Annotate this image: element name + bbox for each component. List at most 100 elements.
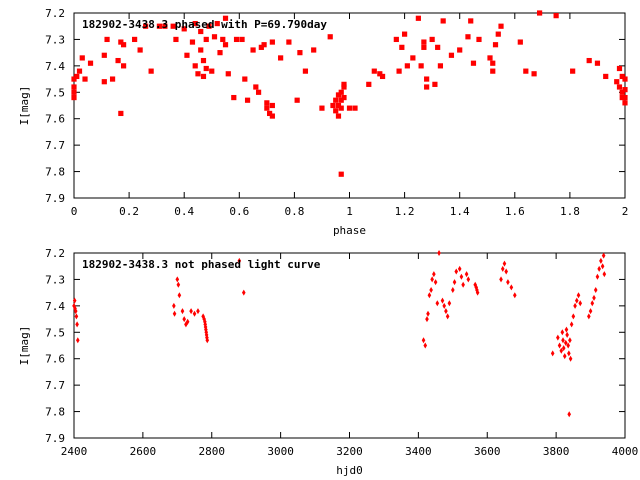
hjd-data-point	[192, 310, 197, 317]
phased-data-point	[622, 94, 628, 101]
hjd-data-point	[176, 281, 181, 288]
hjd-data-point	[588, 308, 593, 315]
hjd-data-point	[571, 313, 576, 320]
hjd-x-tick-label: 3800	[543, 445, 570, 458]
phased-data-point	[203, 36, 209, 43]
phased-x-tick-label: 1.8	[560, 205, 580, 218]
hjd-data-point	[592, 294, 596, 301]
phased-data-point	[118, 110, 124, 117]
phased-data-point	[418, 63, 424, 69]
hjd-y-axis-label: I[mag]	[18, 326, 31, 366]
phased-data-point	[120, 42, 127, 48]
phased-y-tick-label: 7.7	[45, 139, 65, 152]
hjd-data-point	[440, 297, 445, 304]
phased-data-point	[622, 100, 628, 106]
phased-x-tick-label: 1.2	[395, 205, 415, 218]
hjd-data-point	[182, 316, 186, 323]
phased-data-point	[616, 65, 623, 72]
hjd-data-point	[189, 308, 193, 315]
hjd-x-axis-label: hjd0	[336, 464, 363, 477]
hjd-data-point	[203, 318, 207, 325]
phased-data-point	[239, 36, 245, 43]
phased-x-tick-label: 0.4	[174, 205, 194, 218]
phased-data-point	[335, 92, 342, 98]
phased-data-point	[338, 171, 344, 177]
phased-data-point	[71, 76, 77, 82]
phased-data-point	[619, 94, 625, 101]
phased-data-point	[267, 110, 273, 117]
phased-data-point	[132, 36, 138, 43]
hjd-data-point	[576, 292, 581, 299]
hjd-y-tick-label: 7.5	[45, 326, 65, 339]
phased-data-point	[233, 36, 240, 43]
phased-x-tick-label: 1.6	[505, 205, 525, 218]
hjd-data-point	[432, 271, 436, 278]
hjd-data-point	[444, 308, 448, 315]
hjd-x-tick-label: 3000	[267, 445, 294, 458]
phased-y-tick-label: 7.6	[45, 113, 65, 126]
phased-y-tick-label: 7.2	[45, 7, 65, 20]
hjd-data-point	[75, 337, 80, 344]
phased-x-tick-label: 0.2	[119, 205, 139, 218]
hjd-y-tick-label: 7.9	[45, 432, 65, 445]
hjd-data-point	[433, 279, 438, 286]
phased-data-point	[346, 105, 353, 111]
phased-data-point	[352, 105, 358, 111]
phased-data-point	[286, 39, 292, 45]
hjd-data-point	[73, 308, 78, 315]
phased-data-point	[338, 105, 344, 111]
phased-data-point	[429, 36, 435, 43]
phased-data-point	[333, 108, 339, 114]
phased-data-point	[371, 68, 377, 74]
hjd-data-point	[550, 350, 555, 357]
hjd-data-point	[425, 316, 429, 323]
phased-data-point	[476, 36, 482, 43]
phased-data-point	[531, 71, 537, 77]
phased-data-point	[220, 36, 226, 43]
phased-data-point	[195, 71, 201, 77]
phased-data-point	[327, 34, 333, 40]
hjd-data-point	[475, 289, 480, 296]
hjd-data-point	[499, 276, 503, 283]
phased-data-point	[184, 52, 190, 58]
phased-data-point	[396, 68, 402, 74]
phased-data-point	[470, 60, 477, 66]
hjd-data-point	[180, 308, 185, 315]
phased-data-point	[261, 42, 267, 48]
phased-data-point	[553, 13, 559, 19]
phased-data-point	[82, 76, 88, 82]
phased-y-tick-label: 7.4	[45, 60, 65, 73]
phased-data-point	[302, 68, 309, 74]
phased-data-point	[118, 39, 124, 45]
phased-data-point	[269, 113, 275, 119]
phased-data-point	[137, 47, 143, 53]
phased-data-point	[242, 76, 248, 82]
phased-data-point	[333, 97, 339, 103]
unphased-light-curve-panel: 2400 2600 2800 3000 3200 3400 3600 3800 4000 7.2 7…	[18, 247, 638, 477]
hjd-data-point	[442, 302, 447, 309]
phased-data-point	[330, 102, 336, 109]
phased-data-point	[109, 76, 116, 82]
hjd-data-point	[175, 276, 180, 283]
phased-data-point	[379, 73, 386, 80]
phased-data-point	[402, 31, 408, 37]
phased-data-point	[206, 23, 212, 29]
hjd-data-point	[457, 265, 462, 272]
phased-data-point	[71, 84, 77, 90]
hjd-data-point	[590, 300, 595, 307]
hjd-data-point	[203, 324, 208, 330]
phased-data-point	[377, 71, 383, 77]
phased-data-point	[424, 76, 430, 82]
phased-data-point	[222, 42, 229, 48]
phased-data-point	[448, 52, 455, 58]
phased-data-point	[319, 105, 325, 111]
phased-data-point	[148, 68, 154, 74]
phased-data-point	[211, 34, 218, 40]
hjd-x-tick-label: 3400	[405, 445, 432, 458]
hjd-data-point	[464, 271, 469, 278]
phased-data-point	[492, 42, 499, 48]
phased-data-point	[264, 105, 270, 111]
hjd-x-tick-label: 2600	[130, 445, 157, 458]
hjd-data-point	[578, 300, 583, 307]
